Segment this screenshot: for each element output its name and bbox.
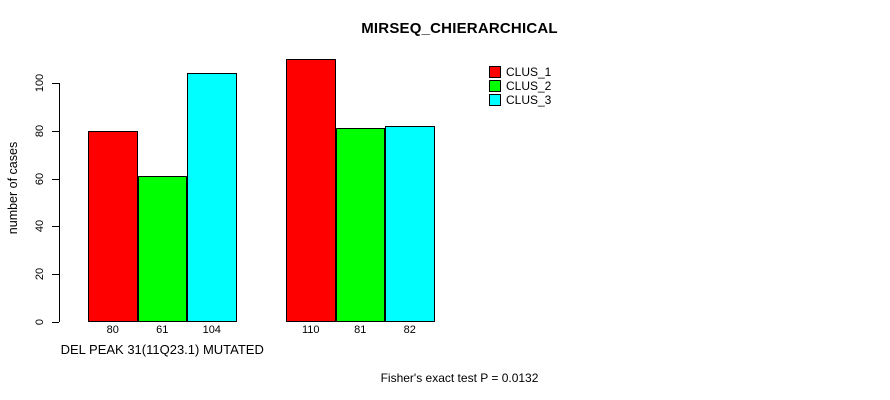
y-axis-tick <box>52 274 59 276</box>
bar-clus_1-group1 <box>88 130 138 322</box>
legend-label: CLUS_3 <box>506 93 552 107</box>
y-axis-tick <box>52 83 59 84</box>
bar-clus_1-group2 <box>286 59 336 322</box>
legend-item-clus_1: CLUS_1 <box>489 65 551 79</box>
legend-swatch-clus_2 <box>489 80 501 92</box>
bar-clus_3-group2 <box>385 126 435 322</box>
y-axis-tick-label: 20 <box>34 268 46 281</box>
bar-clus_2-group2 <box>335 128 385 322</box>
y-axis-tick <box>52 178 59 180</box>
bar-value-label: 110 <box>301 324 320 336</box>
legend-label: CLUS_1 <box>506 65 552 79</box>
bar-clus_3-group1 <box>187 73 237 322</box>
y-axis-tick-label: 60 <box>34 172 46 185</box>
bar-value-label: 104 <box>202 324 221 336</box>
y-axis-tick-label: 0 <box>34 318 46 326</box>
bar-value-label: 61 <box>156 324 169 336</box>
y-axis-tick <box>52 130 59 132</box>
legend-item-clus_3: CLUS_3 <box>489 93 551 107</box>
bar-clus_2-group1 <box>137 176 187 322</box>
y-axis-tick-label: 40 <box>34 220 46 233</box>
y-axis-label: number of cases <box>6 141 20 235</box>
y-axis-tick-label: 100 <box>34 73 46 93</box>
legend-item-clus_2: CLUS_2 <box>489 79 551 93</box>
footnote: Fisher's exact test P = 0.0132 <box>380 371 539 385</box>
y-axis-tick <box>52 226 59 228</box>
bar-value-label: 81 <box>354 324 367 336</box>
y-axis-line <box>59 83 60 322</box>
y-axis-tick <box>52 322 59 323</box>
legend-swatch-clus_3 <box>489 94 501 106</box>
bar-value-label: 80 <box>106 324 119 336</box>
chart-title: MIRSEQ_CHIERARCHICAL <box>361 20 558 37</box>
legend-swatch-clus_1 <box>489 66 501 78</box>
x-axis-group-label: DEL PEAK 31(11Q23.1) MUTATED <box>60 342 264 357</box>
bar-value-label: 82 <box>403 324 416 336</box>
y-axis-tick-label: 80 <box>34 124 46 137</box>
legend-label: CLUS_2 <box>506 79 552 93</box>
